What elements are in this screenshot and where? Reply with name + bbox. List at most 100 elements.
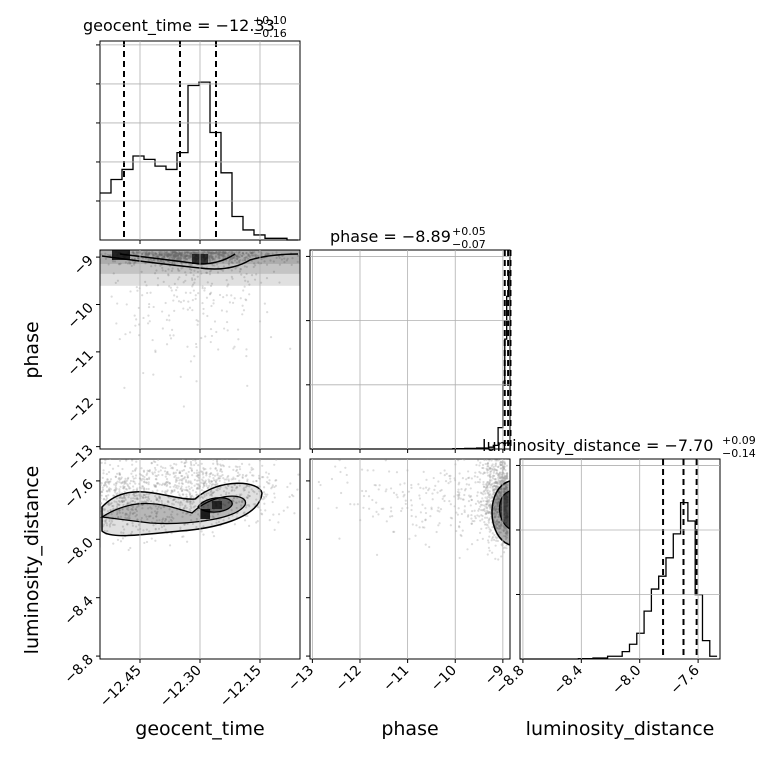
sample-point xyxy=(504,528,507,531)
sample-point xyxy=(255,498,258,501)
sample-point xyxy=(257,506,260,509)
sample-point xyxy=(110,518,113,521)
sample-point xyxy=(194,294,197,297)
sample-point xyxy=(482,493,485,496)
sample-point xyxy=(183,465,187,468)
sample-point xyxy=(167,253,170,256)
sample-point xyxy=(124,516,127,519)
sample-point xyxy=(186,501,189,504)
sample-point xyxy=(491,525,494,529)
sample-point xyxy=(222,251,225,255)
sample-point xyxy=(143,475,146,479)
sample-point xyxy=(100,494,102,497)
sample-point xyxy=(168,261,172,264)
sample-point xyxy=(185,496,188,499)
hist-bin xyxy=(702,641,709,659)
sample-point xyxy=(116,302,119,305)
sample-point xyxy=(260,512,263,515)
sample-point xyxy=(243,486,246,489)
sample-point xyxy=(481,518,484,521)
sample-point xyxy=(151,252,154,255)
sample-point xyxy=(395,493,398,496)
sample-point xyxy=(155,498,159,502)
sample-point xyxy=(384,459,387,462)
sample-point xyxy=(449,474,452,477)
sample-point xyxy=(232,476,235,479)
sample-point xyxy=(461,477,464,480)
sample-point xyxy=(171,251,174,254)
sample-point xyxy=(164,301,167,305)
sample-point xyxy=(147,253,150,256)
sample-point xyxy=(221,254,224,257)
sample-point xyxy=(148,476,151,479)
sample-point xyxy=(502,487,506,490)
sample-point xyxy=(154,527,157,531)
sample-point xyxy=(188,488,191,491)
sample-point xyxy=(206,504,210,507)
sample-point xyxy=(227,492,231,495)
sample-point xyxy=(226,329,229,332)
sample-point xyxy=(155,255,159,258)
sample-point xyxy=(189,513,192,517)
sample-point xyxy=(121,508,124,511)
sample-point xyxy=(202,252,205,255)
sample-point xyxy=(436,491,439,494)
sample-point xyxy=(177,256,180,259)
sample-point xyxy=(489,470,492,473)
sample-point xyxy=(233,483,236,486)
sample-point xyxy=(192,274,195,277)
sample-point xyxy=(201,287,204,290)
sample-point xyxy=(192,283,195,286)
sample-point xyxy=(121,497,124,500)
sample-point xyxy=(164,528,167,531)
sample-point xyxy=(271,484,274,487)
sample-point xyxy=(167,254,170,257)
sample-point xyxy=(407,490,411,493)
sample-point xyxy=(503,476,506,479)
sample-point xyxy=(180,263,183,266)
sample-point xyxy=(488,473,491,477)
sample-point xyxy=(468,476,471,479)
sample-point xyxy=(147,259,150,262)
sample-point xyxy=(428,545,431,549)
sample-point xyxy=(150,462,153,465)
sample-point xyxy=(497,473,500,477)
sample-point xyxy=(175,476,178,480)
sample-point xyxy=(438,510,441,513)
sample-point xyxy=(145,481,148,484)
sample-point xyxy=(243,511,246,514)
sample-point xyxy=(227,283,230,286)
hist-bin xyxy=(221,173,232,240)
sample-point xyxy=(286,257,289,260)
sample-point xyxy=(202,476,205,479)
sample-point xyxy=(188,306,192,309)
sample-point xyxy=(144,495,148,499)
sample-point xyxy=(248,505,251,508)
sample-point xyxy=(128,261,131,264)
sample-point xyxy=(163,519,167,523)
sample-point xyxy=(251,252,254,255)
sample-point xyxy=(130,500,133,503)
sample-point xyxy=(156,255,159,259)
sample-point xyxy=(185,254,188,257)
sample-point xyxy=(196,509,199,512)
sample-point xyxy=(217,477,220,480)
sample-point xyxy=(492,465,495,468)
sample-point xyxy=(330,477,334,481)
sample-point xyxy=(230,257,233,260)
sample-point xyxy=(235,496,239,500)
sample-point xyxy=(189,255,192,258)
sample-point xyxy=(196,270,200,274)
sample-point xyxy=(238,468,242,471)
sample-point xyxy=(183,523,186,526)
sample-point xyxy=(216,472,219,475)
sample-point xyxy=(180,252,183,255)
sample-point xyxy=(253,503,257,506)
sample-point xyxy=(124,333,127,336)
sample-point xyxy=(132,251,135,254)
sample-point xyxy=(128,262,132,265)
sample-point xyxy=(292,495,295,498)
sample-point xyxy=(486,495,489,499)
sample-point xyxy=(205,471,208,475)
sample-point xyxy=(493,507,496,511)
